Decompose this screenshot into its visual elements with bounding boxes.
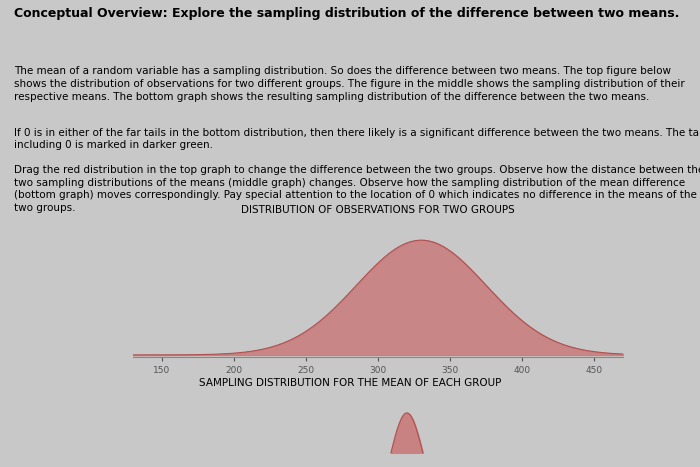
Title: DISTRIBUTION OF OBSERVATIONS FOR TWO GROUPS: DISTRIBUTION OF OBSERVATIONS FOR TWO GRO… <box>241 205 515 214</box>
Text: The mean of a random variable has a sampling distribution. So does the differenc: The mean of a random variable has a samp… <box>14 66 685 102</box>
Text: If 0 is in either of the far tails in the bottom distribution, then there likely: If 0 is in either of the far tails in th… <box>14 127 700 150</box>
Text: Conceptual Overview: Explore the sampling distribution of the difference between: Conceptual Overview: Explore the samplin… <box>14 7 679 20</box>
Text: SAMPLING DISTRIBUTION FOR THE MEAN OF EACH GROUP: SAMPLING DISTRIBUTION FOR THE MEAN OF EA… <box>199 378 501 388</box>
Text: Drag the red distribution in the top graph to change the difference between the : Drag the red distribution in the top gra… <box>14 165 700 213</box>
